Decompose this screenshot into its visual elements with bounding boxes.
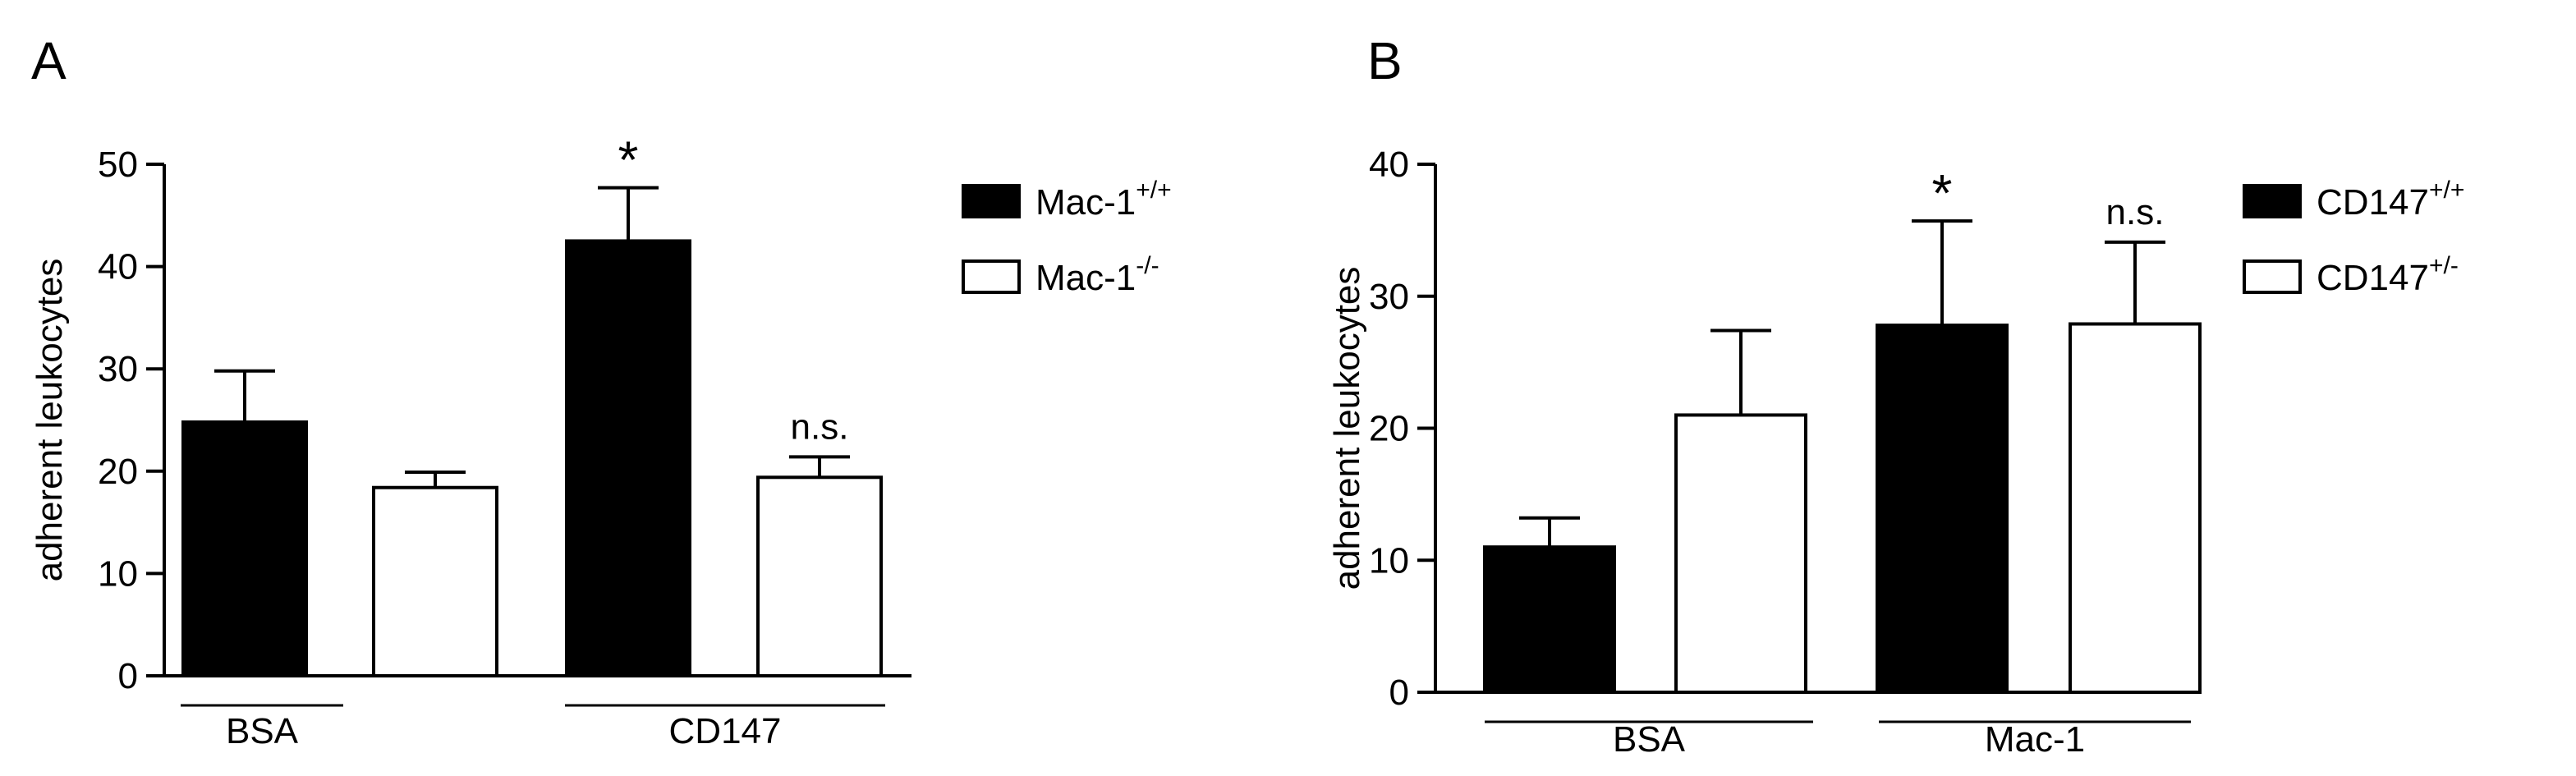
legend-label: Mac-1-/- [1035,252,1159,298]
y-tick-label: 0 [118,656,138,696]
y-tick-label: 30 [98,349,138,389]
significance-label: * [1932,163,1953,223]
bar [181,420,308,677]
category-label: BSA [1613,719,1686,760]
y-axis-title: adherent leukocytes [1327,267,1367,590]
bar [2069,322,2202,694]
bar [565,239,691,677]
chart-panel-a: A 0 10 20 30 40 50 adherent leukocytes BSA * n.s. C… [30,31,1172,751]
chart-panel-b: B 0 10 20 30 40 adherent leukocytes BSA * n.s. Mac… [1327,31,2464,760]
panel-label: A [31,31,67,90]
category-label: BSA [226,711,299,751]
y-tick-label: 10 [1369,540,1409,581]
y-tick-label: 50 [98,145,138,185]
bar [1876,324,2009,694]
legend-swatch [962,184,1021,218]
legend-swatch [2243,259,2302,294]
legend-swatch [962,259,1021,294]
panel-label: B [1367,31,1403,90]
y-tick-label: 20 [1369,409,1409,449]
significance-label: n.s. [2106,192,2165,232]
legend-label: CD147+/- [2317,252,2459,298]
y-tick-label: 10 [98,553,138,594]
bar [756,475,883,677]
bar [1674,413,1807,694]
category-label: CD147 [669,711,782,751]
legend-swatch [2243,184,2302,218]
legend-label: CD147+/+ [2317,177,2464,223]
bar [372,485,498,678]
y-tick-label: 40 [98,247,138,287]
category-label: Mac-1 [1985,719,2085,760]
y-tick-label: 0 [1389,673,1409,713]
y-tick-label: 40 [1369,145,1409,185]
significance-label: n.s. [791,406,849,447]
y-tick-label: 30 [1369,277,1409,317]
legend-label: Mac-1+/+ [1035,177,1172,223]
bar [1483,545,1616,694]
y-axis-title: adherent leukocytes [30,259,70,582]
significance-label: * [618,131,639,190]
y-tick-label: 20 [98,452,138,492]
